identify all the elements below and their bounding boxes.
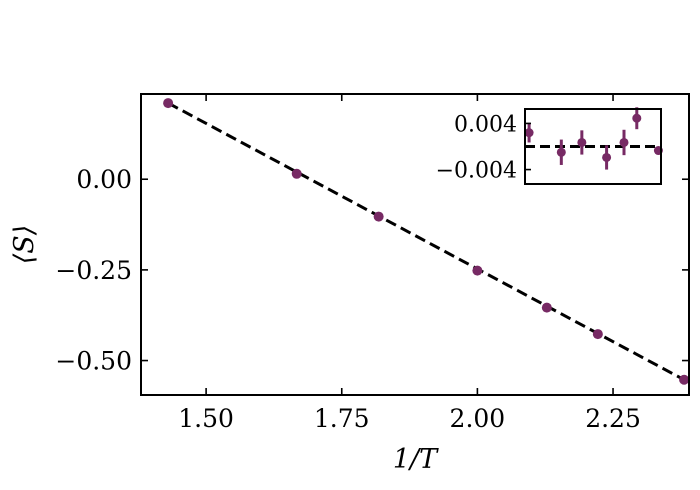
y-tick-label: −0.25 (55, 256, 132, 285)
y-tick-label: 0.00 (76, 165, 132, 194)
inset-data-point (632, 113, 642, 123)
inset-data-point (619, 137, 629, 147)
inset-frame (524, 108, 662, 185)
x-axis-label: 1/T (393, 444, 439, 475)
x-tick-label: 1.50 (178, 404, 234, 433)
inset-data-point (577, 137, 587, 147)
plot-frame (140, 93, 690, 396)
data-point (373, 211, 384, 222)
data-point (291, 168, 302, 179)
data-point (472, 265, 483, 276)
x-tick-label: 1.75 (314, 404, 370, 433)
data-point (163, 98, 174, 109)
data-point (679, 374, 690, 385)
main-plot: 1.50 1.75 2.00 2.25 0.00 −0.25 −0.50 1/T ⟨S⟩ (9, 93, 690, 475)
inset-y-tick-label: −0.004 (436, 159, 517, 184)
inset-data-point (524, 128, 534, 138)
y-axis-label: ⟨S⟩ (9, 225, 40, 265)
inset-data-point (556, 147, 566, 157)
data-point (541, 302, 552, 313)
y-tick-label: −0.50 (55, 347, 132, 376)
inset-y-tick-label: 0.004 (454, 112, 517, 137)
x-tick-label: 2.25 (585, 404, 641, 433)
inset-plot: 0.004 −0.004 (436, 107, 663, 185)
inset-data-point (602, 152, 612, 162)
x-tick-label: 2.00 (450, 404, 506, 433)
data-point (592, 329, 603, 340)
